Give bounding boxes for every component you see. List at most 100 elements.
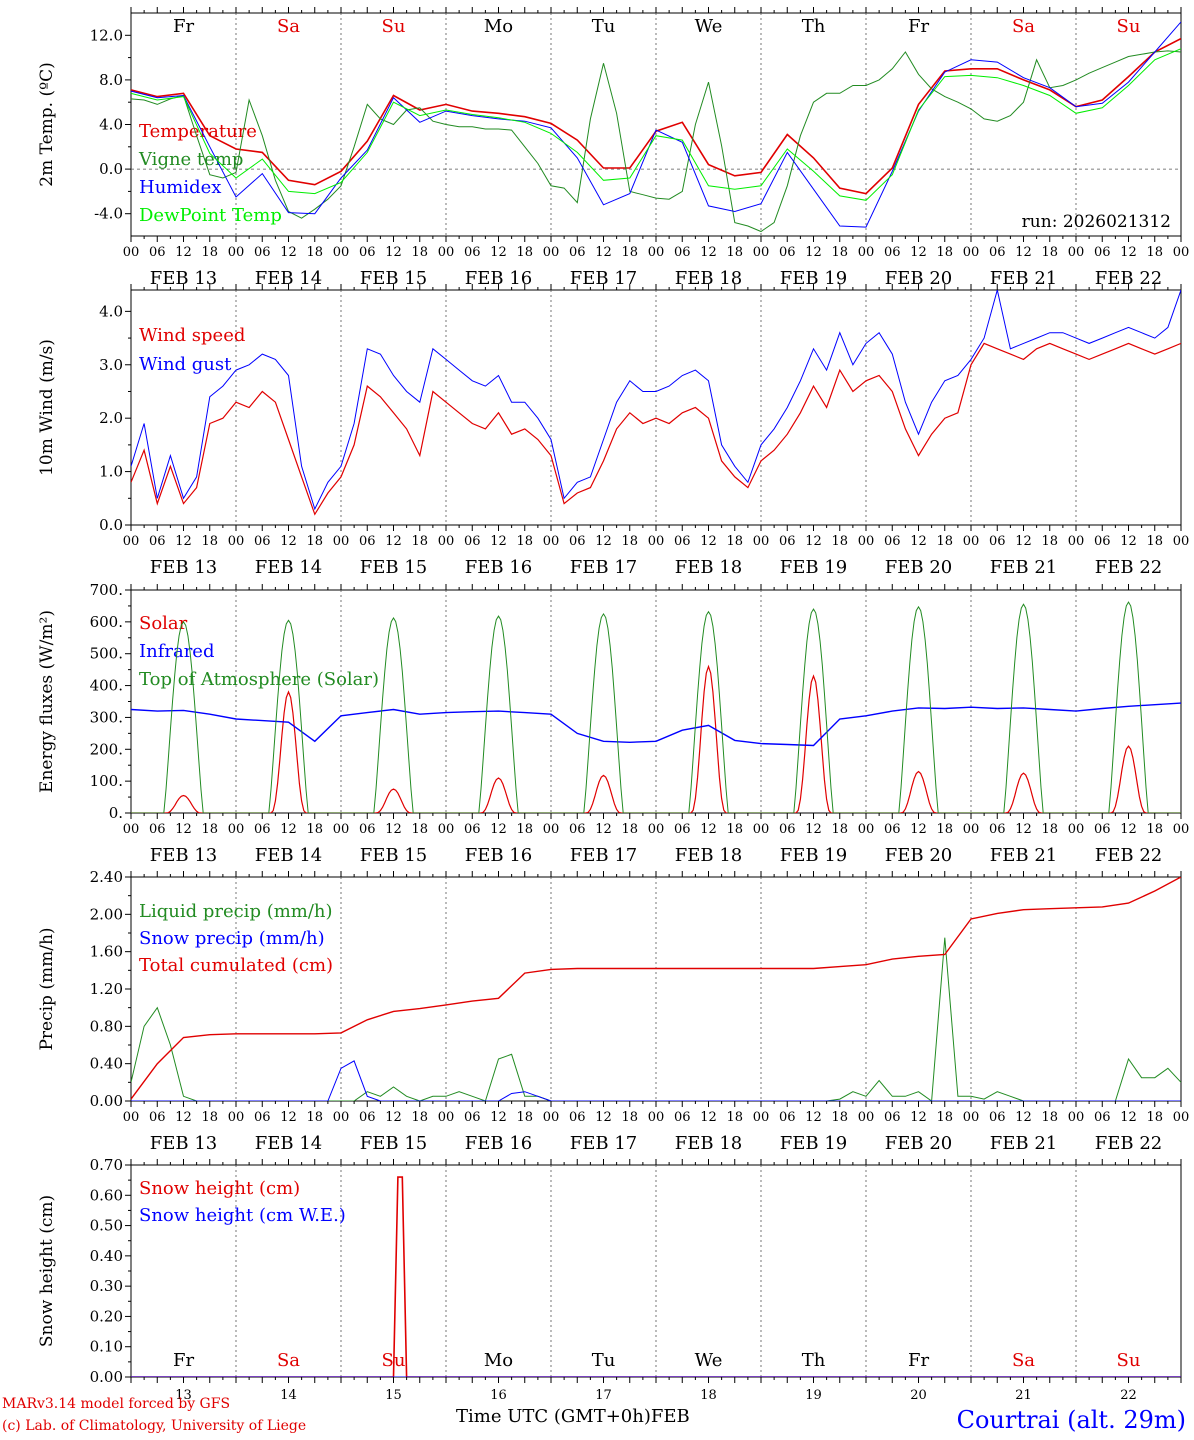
hour-label: 06: [1094, 245, 1111, 260]
hour-label: 00: [123, 245, 140, 260]
series-line-0: [131, 937, 1181, 1101]
hour-label: 06: [569, 1110, 586, 1125]
date-label: FEB 18: [675, 268, 742, 289]
date-label: FEB 21: [990, 268, 1057, 289]
hour-label: 06: [674, 245, 691, 260]
date-label: FEB 17: [570, 845, 637, 866]
hour-label: 00: [858, 822, 875, 837]
y-tick-label: 12.0: [90, 26, 123, 44]
date-label: FEB 16: [465, 268, 532, 289]
y-tick-label: 0.0: [99, 160, 123, 178]
hour-label: 18: [831, 822, 848, 837]
hour-label: 18: [621, 534, 638, 549]
date-label: FEB 15: [360, 845, 427, 866]
hour-label: 00: [963, 1110, 980, 1125]
hour-label: 06: [359, 534, 376, 549]
hour-label: 00: [123, 822, 140, 837]
hour-label: 00: [1173, 534, 1190, 549]
series-line-1: [131, 50, 1181, 233]
hour-label: 18: [1041, 822, 1058, 837]
hour-label: 18: [726, 245, 743, 260]
month-label: FEB: [650, 1406, 690, 1427]
hour-label: 06: [359, 1110, 376, 1125]
hour-label: 12: [595, 534, 612, 549]
hour-label: 18: [516, 822, 533, 837]
hour-label: 00: [753, 822, 770, 837]
legend-label: Wind speed: [139, 325, 245, 346]
hour-label: 06: [674, 1110, 691, 1125]
hour-label: 06: [989, 822, 1006, 837]
day-name-label: Tu: [592, 1350, 616, 1371]
hour-label: 00: [543, 245, 560, 260]
legend-label: DewPoint Temp: [139, 205, 282, 226]
hour-label: 18: [621, 245, 638, 260]
hour-label: 12: [280, 1110, 297, 1125]
hour-label: 18: [411, 245, 428, 260]
day-name-label: Fr: [908, 16, 929, 37]
date-label: FEB 20: [885, 557, 952, 578]
date-label: FEB 22: [1095, 268, 1162, 289]
y-tick-label: 0.: [109, 804, 123, 822]
legend-label: Snow height (cm W.E.): [139, 1205, 346, 1226]
series-line-0: [131, 37, 1181, 195]
model-note: MARv3.14 model forced by GFS: [2, 1396, 231, 1412]
hour-label: 12: [175, 822, 192, 837]
hour-label: 18: [201, 1110, 218, 1125]
date-label: FEB 13: [150, 268, 217, 289]
hour-label: 00: [1173, 822, 1190, 837]
hour-label: 00: [753, 245, 770, 260]
hour-label: 12: [700, 245, 717, 260]
hour-label: 12: [280, 245, 297, 260]
y-tick-label: 300.: [90, 708, 123, 726]
y-tick-label: 200.: [90, 740, 123, 758]
hour-label: 12: [280, 822, 297, 837]
station-label: Courtrai (alt. 29m): [956, 1406, 1186, 1434]
hour-label: 18: [726, 534, 743, 549]
date-label: FEB 19: [780, 557, 847, 578]
legend-label: Snow precip (mm/h): [139, 928, 325, 949]
legend-label: Wind gust: [139, 354, 232, 375]
hour-label: 00: [648, 1110, 665, 1125]
y-axis-title: Snow height (cm): [37, 1195, 57, 1347]
hour-label: 18: [516, 245, 533, 260]
y-tick-label: 2.00: [90, 905, 123, 923]
y-tick-label: -4.0: [94, 205, 123, 223]
y-tick-label: 700.: [90, 581, 123, 599]
hour-label: 18: [831, 1110, 848, 1125]
hour-label: 18: [201, 822, 218, 837]
date-label: FEB 16: [465, 557, 532, 578]
day-number-label: 14: [280, 1388, 297, 1403]
y-tick-label: 1.60: [90, 943, 123, 961]
y-tick-label: 1.20: [90, 980, 123, 998]
hour-label: 12: [175, 1110, 192, 1125]
hour-label: 00: [753, 1110, 770, 1125]
hour-label: 00: [963, 534, 980, 549]
y-tick-label: 0.0: [99, 516, 123, 534]
day-number-label: 15: [385, 1388, 402, 1403]
hour-label: 12: [385, 534, 402, 549]
hour-label: 12: [1015, 1110, 1032, 1125]
hour-label: 00: [858, 245, 875, 260]
y-tick-label: 4.0: [99, 302, 123, 320]
hour-label: 06: [779, 534, 796, 549]
hour-label: 18: [1041, 245, 1058, 260]
date-label: FEB 22: [1095, 845, 1162, 866]
hour-label: 18: [1146, 1110, 1163, 1125]
hour-label: 12: [805, 1110, 822, 1125]
y-tick-label: 0.50: [90, 1217, 123, 1235]
y-tick-label: 0.00: [90, 1092, 123, 1110]
y-tick-label: 0.40: [90, 1247, 123, 1265]
day-name-label: Sa: [277, 1350, 300, 1371]
date-label: FEB 22: [1095, 1133, 1162, 1154]
hour-label: 00: [858, 534, 875, 549]
credit-note: (c) Lab. of Climatology, University of L…: [2, 1418, 307, 1434]
day-name-label: Fr: [908, 1350, 929, 1371]
day-name-label: Sa: [277, 16, 300, 37]
hour-label: 18: [726, 1110, 743, 1125]
hour-label: 18: [831, 245, 848, 260]
y-tick-label: 0.30: [90, 1277, 123, 1295]
hour-label: 06: [254, 822, 271, 837]
hour-label: 06: [1094, 1110, 1111, 1125]
day-name-label: Fr: [173, 16, 194, 37]
